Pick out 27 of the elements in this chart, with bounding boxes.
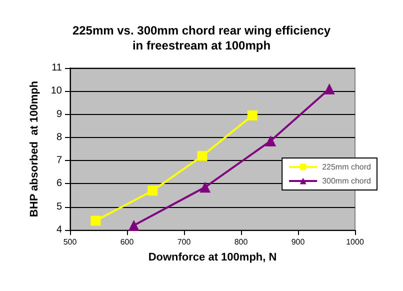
x-tick-label: 900	[291, 238, 306, 246]
point	[90, 216, 101, 226]
point	[247, 110, 258, 120]
legend-label: 300mm chord	[322, 176, 372, 186]
point	[265, 135, 276, 146]
y-tick-label: 8	[56, 132, 62, 143]
y-tick-label: 6	[56, 178, 62, 190]
y-tick-label: 10	[50, 86, 62, 97]
chart-title: 225mm vs. 300mm chord rear wing efficiency in freestream at 100mph	[72, 24, 331, 52]
y-tick-label: 9	[56, 108, 62, 120]
y-tick-label: 11	[52, 62, 62, 74]
y-tick-label: 5	[56, 201, 62, 212]
legend-label: 225mm chord	[322, 162, 372, 172]
x-tick-label: 1000	[346, 238, 364, 246]
y-tick-label: 4	[56, 224, 62, 236]
x-tick-label: 800	[234, 238, 248, 246]
point	[128, 220, 140, 231]
x-tick-label: 500	[63, 238, 78, 246]
x-axis-title: Downforce at 100mph, N	[148, 252, 277, 264]
y-axis-title: BHP absorbed at 100mph	[28, 80, 40, 218]
point	[197, 150, 208, 161]
y-tick-label: 7	[56, 155, 62, 166]
x-tick-label: 700	[177, 238, 192, 246]
x-tick-label: 600	[120, 238, 134, 246]
point	[324, 83, 335, 94]
point	[200, 182, 211, 193]
point	[148, 186, 158, 196]
